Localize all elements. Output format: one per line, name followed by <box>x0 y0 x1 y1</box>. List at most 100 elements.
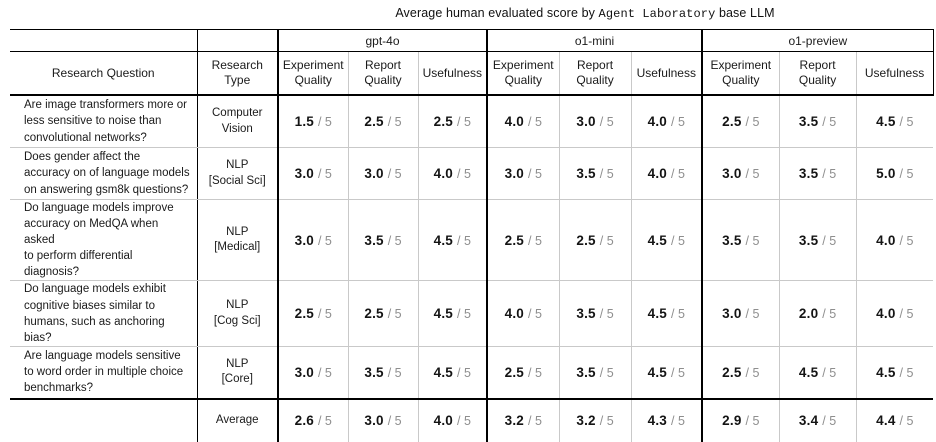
score-cell: 4.5/ 5 <box>856 95 934 148</box>
score-cell: 2.5/ 5 <box>348 95 419 148</box>
score-value: 4.0 <box>433 413 453 429</box>
score-cell: 3.5/ 5 <box>702 199 780 282</box>
empty-cell <box>10 29 198 52</box>
score-cell: 2.0/ 5 <box>779 280 857 347</box>
score-cell: 4.5/ 5 <box>418 346 489 400</box>
score-value: 2.5 <box>433 114 453 129</box>
score-denominator: / 5 <box>528 365 542 380</box>
score-denominator: / 5 <box>822 167 837 181</box>
score-value: 3.0 <box>294 364 314 380</box>
score-denominator: / 5 <box>599 167 614 181</box>
score-denominator: / 5 <box>671 115 685 129</box>
average-score-cell: 2.6/ 5 <box>278 398 349 442</box>
score-cell: 4.0/ 5 <box>856 280 934 347</box>
score-denominator: / 5 <box>317 167 332 181</box>
question-cell: Are language models sensitive to word or… <box>10 346 198 400</box>
score-value: 1.5 <box>294 114 314 129</box>
score-cell: 2.5/ 5 <box>559 199 632 282</box>
title-agent-laboratory-mono: Agent Laboratory <box>598 7 716 21</box>
score-value: 3.0 <box>504 166 525 181</box>
score-denominator: / 5 <box>457 307 471 322</box>
score-cell: 3.5/ 5 <box>348 346 419 400</box>
score-value: 3.5 <box>576 364 596 380</box>
score-denominator: / 5 <box>745 365 760 380</box>
score-value: 4.5 <box>647 306 668 322</box>
score-value: 3.0 <box>364 166 384 181</box>
score-denominator: / 5 <box>528 307 542 322</box>
score-cell: 3.0/ 5 <box>278 199 349 282</box>
metric-header-experiment-quality: Experiment Quality <box>487 51 560 96</box>
score-value: 3.2 <box>576 413 596 429</box>
score-value: 2.5 <box>364 114 384 129</box>
score-value: 4.0 <box>876 232 896 248</box>
score-cell: 2.5/ 5 <box>487 199 560 282</box>
score-value: 4.3 <box>647 413 668 429</box>
score-denominator: / 5 <box>671 307 685 322</box>
score-denominator: / 5 <box>528 414 542 429</box>
score-denominator: / 5 <box>899 115 914 129</box>
score-value: 2.5 <box>294 306 314 322</box>
research-type-cell: Computer Vision <box>197 95 279 148</box>
score-value: 3.5 <box>364 232 384 248</box>
score-cell: 2.5/ 5 <box>348 280 419 347</box>
question-cell: Are image transformers more or less sens… <box>10 95 198 148</box>
score-denominator: / 5 <box>387 307 402 322</box>
score-value: 2.5 <box>504 364 525 380</box>
title-prefix: Average human evaluated score by <box>395 6 599 20</box>
score-value: 2.5 <box>722 114 742 129</box>
score-cell: 4.5/ 5 <box>779 346 857 400</box>
score-denominator: / 5 <box>671 167 685 181</box>
average-score-cell: 3.2/ 5 <box>559 398 632 442</box>
score-value: 3.5 <box>576 306 596 322</box>
score-value: 4.4 <box>876 413 896 429</box>
score-denominator: / 5 <box>599 307 614 322</box>
question-cell: Does gender affect the accuracy on of la… <box>10 147 198 200</box>
score-cell: 3.0/ 5 <box>487 147 560 200</box>
average-score-cell: 2.9/ 5 <box>702 398 780 442</box>
score-cell: 4.0/ 5 <box>631 95 704 148</box>
score-value: 3.0 <box>294 232 314 248</box>
question-cell: Do language models exhibit cognitive bia… <box>10 280 198 347</box>
score-value: 2.5 <box>722 364 742 380</box>
score-value: 3.0 <box>364 413 384 429</box>
research-type-header: Research Type <box>197 51 279 96</box>
score-denominator: / 5 <box>387 365 402 380</box>
empty-cell <box>10 398 198 442</box>
average-score-cell: 3.4/ 5 <box>779 398 857 442</box>
score-cell: 3.0/ 5 <box>702 147 780 200</box>
score-value: 3.5 <box>798 166 819 181</box>
score-cell: 3.0/ 5 <box>278 147 349 200</box>
score-value: 3.5 <box>798 232 819 248</box>
score-denominator: / 5 <box>599 233 614 248</box>
score-cell: 4.5 / 5 <box>418 199 489 282</box>
score-denominator: / 5 <box>317 414 332 429</box>
score-denominator: / 5 <box>317 307 332 322</box>
score-value: 4.5 <box>798 364 819 380</box>
score-value: 4.0 <box>876 306 896 322</box>
metric-header-usefulness: Usefulness <box>856 51 934 96</box>
score-value: 3.0 <box>576 114 596 129</box>
score-cell: 4.5/ 5 <box>631 346 704 400</box>
metric-header-experiment-quality: Experiment Quality <box>702 51 780 96</box>
research-question-header: Research Question <box>10 51 198 96</box>
score-value: 3.0 <box>294 166 314 181</box>
score-denominator: / 5 <box>745 233 760 248</box>
score-value: 4.5 <box>433 232 453 248</box>
table-row-nlp-core: Are language models sensitive to word or… <box>10 346 934 400</box>
score-value: 4.0 <box>504 114 525 129</box>
score-denominator: / 5 <box>317 233 332 248</box>
score-denominator: / 5 <box>387 167 402 181</box>
score-denominator: / 5 <box>387 233 402 248</box>
empty-cell <box>197 29 279 52</box>
score-cell: 2.5/ 5 <box>278 280 349 347</box>
score-denominator: / 5 <box>457 233 471 248</box>
score-cell: 2.5/ 5 <box>702 346 780 400</box>
metric-header-usefulness: Usefulness <box>631 51 704 96</box>
title-suffix: base LLM <box>715 6 775 20</box>
score-cell: 4.0/ 5 <box>487 95 560 148</box>
metric-header-usefulness: Usefulness <box>418 51 489 96</box>
research-type-cell: NLP [Core] <box>197 346 279 400</box>
score-value: 4.0 <box>433 166 453 181</box>
score-cell: 3.5/ 5 <box>779 95 857 148</box>
score-value: 3.0 <box>722 306 742 322</box>
